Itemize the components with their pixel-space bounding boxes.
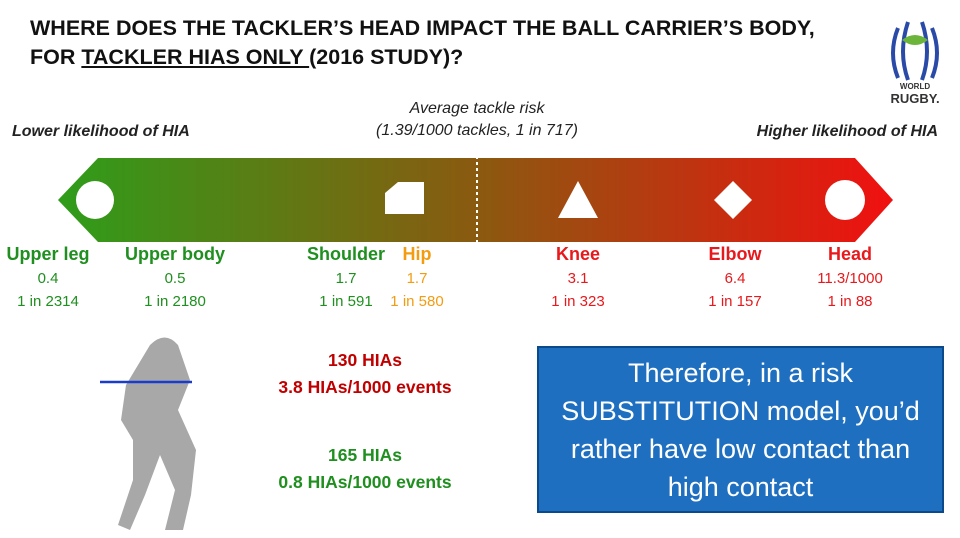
average-label: Average tackle risk (409, 100, 545, 117)
part-name: Hip (402, 244, 432, 264)
part-odds: 1 in 88 (827, 293, 873, 310)
part-name: Knee (555, 244, 601, 264)
player-silhouette (118, 337, 196, 530)
shape (714, 181, 752, 219)
title-underlined: TACKLER HIAS ONLY (81, 45, 310, 69)
shape (825, 180, 865, 220)
risk-arrow (58, 158, 893, 242)
part-name: Elbow (708, 244, 762, 264)
part-rate: 0.4 (37, 270, 59, 287)
part-rate: 3.1 (567, 270, 589, 287)
stat-count: 130 HIAs (328, 350, 402, 370)
part-name: Shoulder (306, 244, 386, 264)
title-text: (2016 STUDY)? (309, 45, 464, 69)
logo-text: RUGBY. (890, 91, 940, 106)
part-odds: 1 in 580 (390, 293, 444, 310)
part-odds: 1 in 2314 (17, 293, 79, 310)
part-rate: 1.7 (406, 270, 428, 287)
shape (76, 181, 114, 219)
average-detail: (1.39/1000 tackles, 1 in 717) (376, 122, 578, 139)
part-odds: 1 in 323 (551, 293, 605, 310)
title-text: WHERE DOES THE TACKLER’S HEAD IMPACT THE… (30, 16, 815, 69)
callout: Therefore, in a risk SUBSTITUTION model,… (537, 346, 944, 513)
high-label: Higher likelihood of HIA (756, 123, 938, 140)
part-rate: 11.3/1000 (817, 270, 883, 287)
part-odds: 1 in 157 (708, 293, 762, 310)
logo-text: WORLD (899, 82, 931, 91)
stat-rate: 3.8 HIAs/1000 events (278, 377, 452, 397)
stat-count: 165 HIAs (328, 445, 402, 465)
low-label: Lower likelihood of HIA (12, 123, 190, 140)
title: WHERE DOES THE TACKLER’S HEAD IMPACT THE… (30, 14, 850, 72)
shape (558, 181, 598, 218)
part-name: Head (827, 244, 873, 264)
part-odds: 1 in 591 (319, 293, 373, 310)
logo-mark (891, 21, 939, 81)
part-name: Upper leg (6, 244, 90, 264)
part-odds: 1 in 2180 (144, 293, 206, 310)
part-rate: 1.7 (335, 270, 357, 287)
part-rate: 6.4 (724, 270, 746, 287)
stat-rate: 0.8 HIAs/1000 events (278, 472, 452, 492)
part-name: Upper body (124, 244, 226, 264)
part-rate: 0.5 (164, 270, 186, 287)
shape (385, 182, 424, 214)
